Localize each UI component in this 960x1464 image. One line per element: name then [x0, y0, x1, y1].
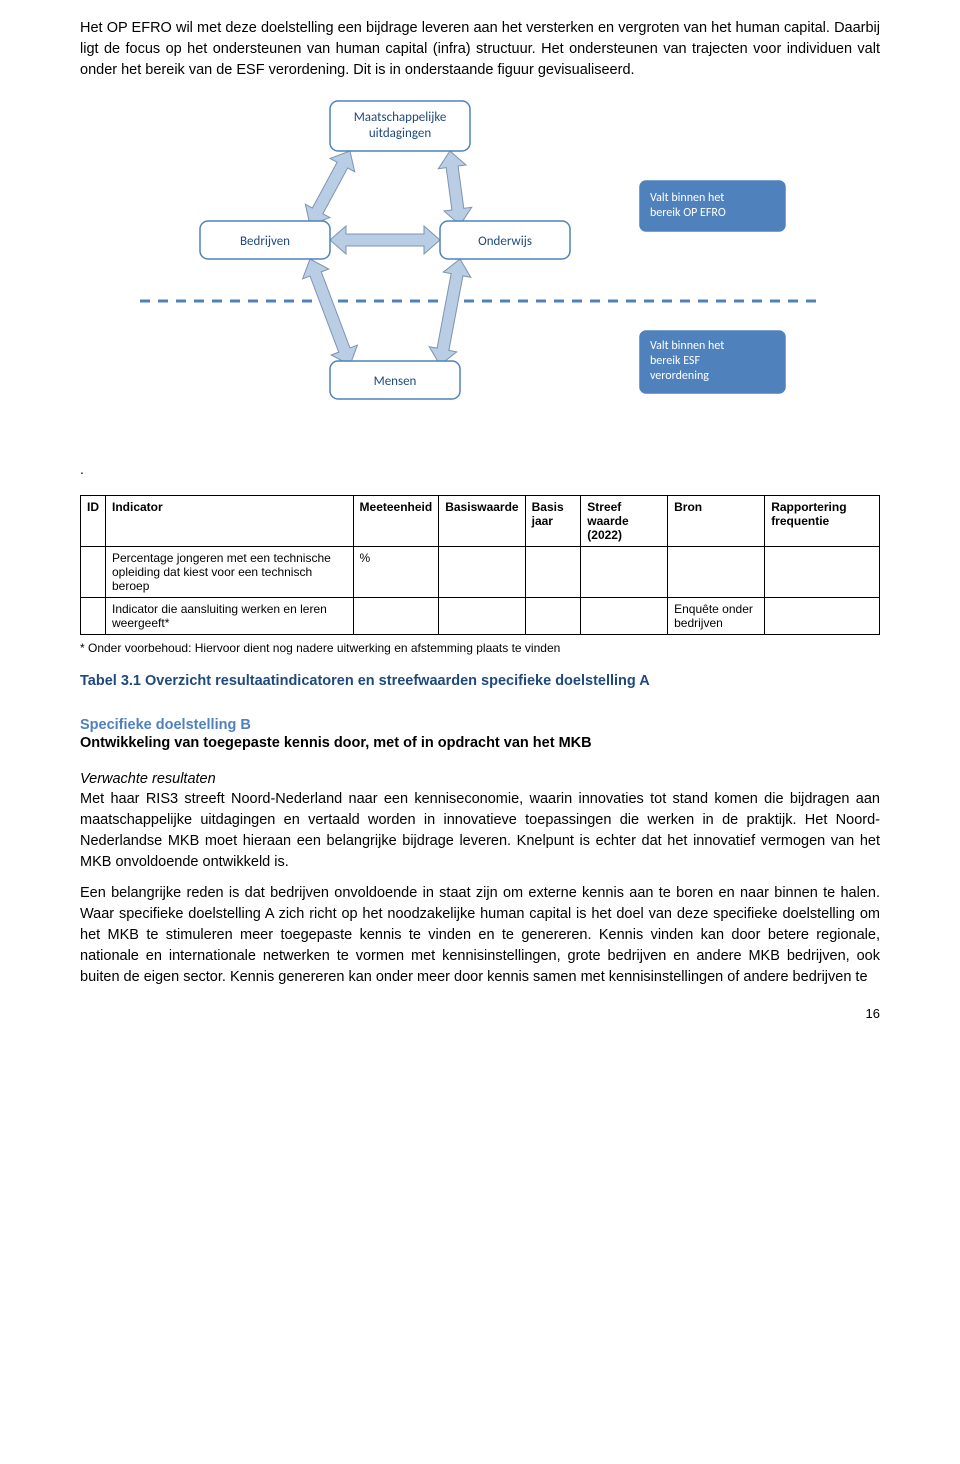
indicator-table: ID Indicator Meeteenheid Basiswaarde Bas…	[80, 495, 880, 635]
table-cell	[525, 547, 581, 598]
subheading-b: Ontwikkeling van toegepaste kennis door,…	[80, 735, 880, 751]
table-row: Indicator die aansluiting werken en lere…	[81, 598, 880, 635]
paragraph-3: Een belangrijke reden is dat bedrijven o…	[80, 883, 880, 988]
table-cell	[81, 598, 106, 635]
svg-text:Onderwijs: Onderwijs	[478, 234, 532, 249]
page-number: 16	[80, 1006, 880, 1021]
svg-text:verordening: verordening	[650, 369, 709, 383]
th-basisjaar: Basis jaar	[525, 496, 581, 547]
intro-paragraph: Het OP EFRO wil met deze doelstelling ee…	[80, 18, 880, 81]
svg-text:uitdagingen: uitdagingen	[369, 126, 431, 141]
table-cell: %	[353, 547, 439, 598]
table-cell	[765, 547, 880, 598]
th-indicator: Indicator	[106, 496, 354, 547]
table-cell	[353, 598, 439, 635]
diagram: Maatschappelijkeuitdagingen Bedrijven Onde…	[80, 91, 880, 431]
table-cell	[439, 547, 525, 598]
table-row: Percentage jongeren met een technische o…	[81, 547, 880, 598]
heading-specifieke-b: Specifieke doelstelling B	[80, 717, 880, 733]
th-streef: Streef waarde (2022)	[581, 496, 668, 547]
svg-text:Mensen: Mensen	[374, 374, 417, 389]
svg-text:Valt binnen het: Valt binnen het	[650, 191, 724, 205]
dot-marker: .	[80, 461, 880, 477]
table-cell	[525, 598, 581, 635]
table-cell	[581, 547, 668, 598]
svg-text:Valt binnen het: Valt binnen het	[650, 339, 724, 353]
table-cell	[439, 598, 525, 635]
svg-text:bereik ESF: bereik ESF	[650, 354, 700, 368]
table-cell	[765, 598, 880, 635]
th-meeteenheid: Meeteenheid	[353, 496, 439, 547]
table-cell: Indicator die aansluiting werken en lere…	[106, 598, 354, 635]
table-footnote: * Onder voorbehoud: Hiervoor dient nog n…	[80, 641, 880, 655]
paragraph-2: Met haar RIS3 streeft Noord-Nederland na…	[80, 789, 880, 873]
svg-text:Maatschappelijke: Maatschappelijke	[354, 110, 447, 125]
table-cell	[668, 547, 765, 598]
th-bron: Bron	[668, 496, 765, 547]
table-cell: Percentage jongeren met een technische o…	[106, 547, 354, 598]
th-rapportering: Rapportering frequentie	[765, 496, 880, 547]
table-cell	[81, 547, 106, 598]
table-caption: Tabel 3.1 Overzicht resultaatindicatoren…	[80, 673, 880, 689]
svg-text:Bedrijven: Bedrijven	[240, 234, 290, 249]
verwachte-resultaten-label: Verwachte resultaten	[80, 771, 880, 787]
th-basiswaarde: Basiswaarde	[439, 496, 525, 547]
table-cell	[581, 598, 668, 635]
table-cell: Enquête onder bedrijven	[668, 598, 765, 635]
svg-text:bereik OP EFRO: bereik OP EFRO	[650, 206, 726, 220]
th-id: ID	[81, 496, 106, 547]
